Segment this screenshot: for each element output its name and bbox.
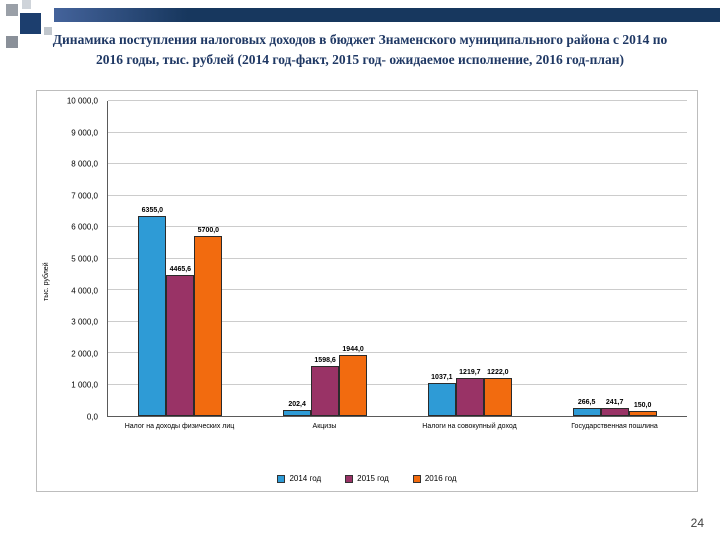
legend-label: 2015 год bbox=[357, 474, 389, 483]
gridline bbox=[108, 289, 687, 290]
slide-title: Динамика поступления налоговых доходов в… bbox=[52, 32, 668, 67]
legend-swatch bbox=[345, 474, 354, 483]
bar-value-label: 1944,0 bbox=[342, 345, 364, 353]
y-axis-tick-label: 8 000,0 bbox=[71, 159, 98, 169]
y-axis-tick-label: 4 000,0 bbox=[71, 286, 98, 296]
decoration-header-bar bbox=[54, 8, 720, 22]
gridline bbox=[108, 257, 687, 259]
bar-2014-год-1: 6355,0 bbox=[138, 207, 167, 416]
legend-item-2016-год: 2016 год bbox=[412, 474, 457, 483]
bar-value-label: 1037,1 bbox=[431, 374, 453, 382]
legend-swatch bbox=[412, 474, 421, 483]
x-axis-category-label: Налоги на совокупный доход bbox=[422, 423, 517, 430]
bar-2016-год-2: 1944,0 bbox=[339, 346, 368, 416]
chart-legend: 2014 год 2015 год 2016 год bbox=[37, 474, 697, 483]
bar-groups: 6355,0 4465,6 5700,0 202,4 1598,6 1944,0 1037,… bbox=[108, 101, 687, 416]
x-axis-category-label: Акцизы bbox=[312, 423, 337, 430]
gridline bbox=[108, 226, 687, 227]
page-number: 24 bbox=[690, 516, 704, 530]
gridline bbox=[108, 194, 687, 196]
bar-2015-год-1: 4465,6 bbox=[166, 266, 195, 416]
y-axis-tick-label: 10 000,0 bbox=[66, 96, 98, 106]
gridline bbox=[108, 131, 687, 133]
decoration-square bbox=[6, 36, 18, 48]
decoration-square bbox=[20, 13, 41, 34]
bar-2015-год-3: 1219,7 bbox=[455, 369, 484, 416]
gridline bbox=[108, 320, 687, 322]
bar-2014-год-4: 266,5 bbox=[572, 399, 601, 416]
legend-label: 2016 год bbox=[424, 474, 457, 483]
bar-group-1: 6355,0 4465,6 5700,0 bbox=[108, 101, 253, 416]
decoration-square bbox=[44, 27, 52, 35]
y-axis-tick-label: 5 000,0 bbox=[71, 254, 98, 264]
y-axis-tick-label: 6 000,0 bbox=[71, 222, 98, 232]
bar-2014-год-2: 202,4 bbox=[283, 401, 312, 416]
y-axis-tick-label: 3 000,0 bbox=[71, 317, 98, 327]
x-axis-category-label: Государственная пошлина bbox=[571, 423, 658, 430]
bar-value-label: 1598,6 bbox=[314, 356, 336, 364]
bar-2016-год-3: 1222,0 bbox=[483, 369, 512, 416]
y-axis-tick-label: 1 000,0 bbox=[71, 380, 98, 390]
bar-value-label: 5700,0 bbox=[197, 227, 220, 235]
bar-value-label: 202,4 bbox=[288, 400, 306, 408]
y-axis-tick-label: 2 000,0 bbox=[71, 349, 98, 359]
bar-value-label: 6355,0 bbox=[141, 206, 164, 214]
gridline bbox=[108, 100, 687, 101]
bar-2015-год-2: 1598,6 bbox=[311, 357, 340, 416]
bar-value-label: 266,5 bbox=[577, 398, 596, 406]
gridline bbox=[108, 163, 687, 164]
bar-group-2: 202,4 1598,6 1944,0 bbox=[253, 101, 398, 416]
legend-item-2015-год: 2015 год bbox=[345, 474, 389, 483]
legend-item-2014-год: 2014 год bbox=[277, 474, 321, 483]
gridline bbox=[108, 352, 687, 353]
legend-swatch bbox=[277, 474, 286, 483]
decoration-square bbox=[6, 4, 18, 16]
x-axis: Налог на доходы физических лиц Акцизы Нало… bbox=[107, 421, 687, 445]
bar-chart[interactable]: тыс. рублей 0,0 1 000,0 2 000,0 3 000,0 4 00… bbox=[36, 90, 698, 492]
bar-2014-год-3: 1037,1 bbox=[427, 374, 456, 416]
bar-2015-год-4: 241,7 bbox=[600, 399, 629, 416]
bar-group-4: 266,5 241,7 150,0 bbox=[542, 101, 687, 416]
bar-2016-год-1: 5700,0 bbox=[194, 227, 223, 416]
gridline bbox=[108, 383, 687, 385]
bar-value-label: 1219,7 bbox=[459, 368, 481, 376]
bar-value-label: 4465,6 bbox=[169, 266, 192, 274]
y-axis-tick-label: 9 000,0 bbox=[71, 128, 98, 138]
legend-label: 2014 год bbox=[289, 474, 322, 483]
bar-value-label: 241,7 bbox=[605, 399, 624, 407]
bar-value-label: 1222,0 bbox=[487, 368, 509, 376]
y-axis: 0,0 1 000,0 2 000,0 3 000,0 4 000,0 5 000,0 6 … bbox=[37, 97, 103, 422]
plot-area: 6355,0 4465,6 5700,0 202,4 1598,6 1944,0 1037,… bbox=[107, 100, 687, 417]
bar-2016-год-4: 150,0 bbox=[628, 402, 657, 416]
bar-group-3: 1037,1 1219,7 1222,0 bbox=[398, 101, 543, 416]
y-axis-tick-label: 0,0 bbox=[86, 412, 98, 422]
x-axis-category-label: Налог на доходы физических лиц bbox=[124, 423, 235, 430]
y-axis-tick-label: 7 000,0 bbox=[71, 191, 98, 201]
decoration-square bbox=[22, 0, 31, 9]
bar-value-label: 150,0 bbox=[633, 402, 652, 410]
